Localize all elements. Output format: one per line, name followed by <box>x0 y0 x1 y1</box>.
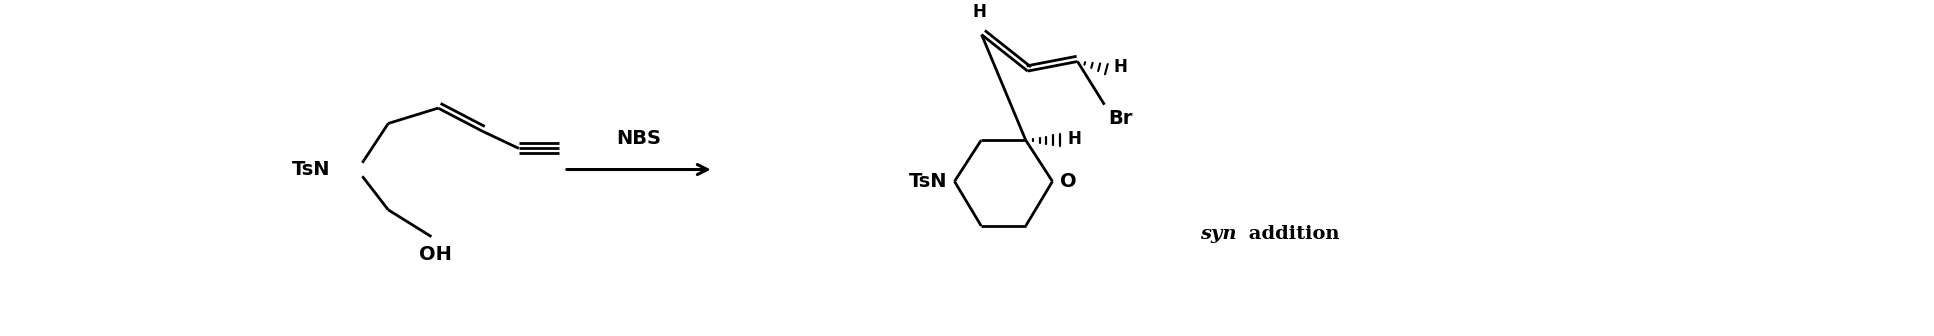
Text: syn: syn <box>1201 225 1236 243</box>
Text: TsN: TsN <box>292 160 331 179</box>
Text: Br: Br <box>1108 109 1133 128</box>
Text: H: H <box>1068 130 1081 148</box>
Text: NBS: NBS <box>617 129 661 149</box>
Text: TsN: TsN <box>909 172 948 191</box>
Text: O: O <box>1060 172 1077 191</box>
Text: H: H <box>1114 58 1128 76</box>
Text: addition: addition <box>1242 225 1340 243</box>
Text: OH: OH <box>420 245 453 264</box>
Text: H: H <box>973 3 986 21</box>
